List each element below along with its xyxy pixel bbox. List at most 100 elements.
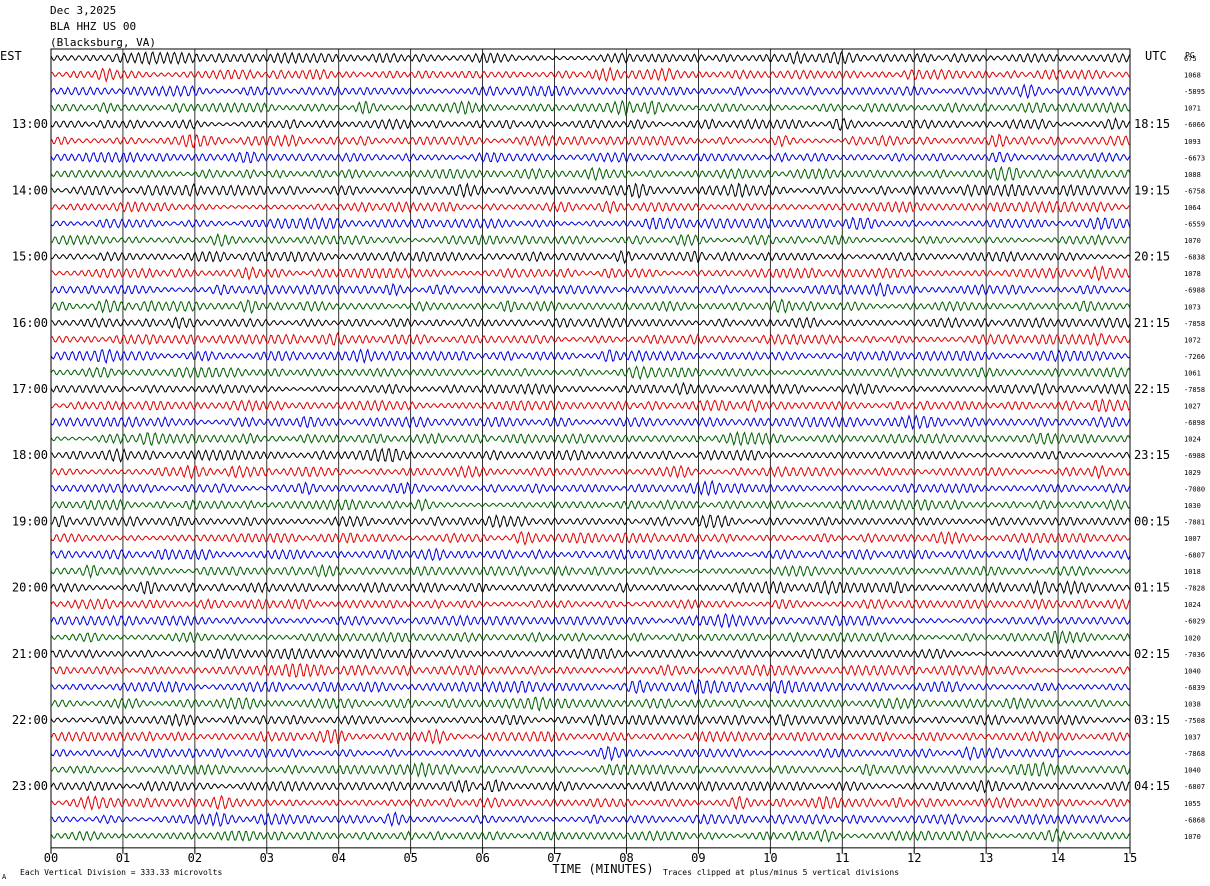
x-axis-title: TIME (MINUTES) xyxy=(552,862,653,876)
est-hour-label: 23:00 xyxy=(12,779,48,793)
trace-row xyxy=(50,745,1131,762)
row-value-label: 1072 xyxy=(1184,336,1201,344)
row-value-label: 1040 xyxy=(1184,767,1201,775)
trace-row xyxy=(50,365,1131,381)
x-tick-label: 13 xyxy=(979,851,993,865)
trace-row xyxy=(50,563,1131,580)
trace-row xyxy=(50,663,1131,678)
row-value-label: 1068 xyxy=(1184,72,1201,80)
trace-row xyxy=(50,630,1131,645)
utc-hour-label: 02:15 xyxy=(1134,647,1170,661)
est-label: EST xyxy=(0,49,22,63)
row-value-label: -6758 xyxy=(1184,187,1205,195)
est-hour-label: 21:00 xyxy=(12,647,48,661)
utc-hour-label: 00:15 xyxy=(1134,514,1170,528)
trace-row xyxy=(50,381,1131,396)
row-value-label: 1027 xyxy=(1184,403,1201,411)
seismic-traces xyxy=(50,50,1131,843)
plot-date: Dec 3,2025 xyxy=(50,4,117,17)
trace-row xyxy=(50,546,1131,562)
x-tick-label: 08 xyxy=(619,851,633,865)
trace-row xyxy=(50,316,1131,330)
footer-mark: A xyxy=(2,873,7,881)
est-hour-label: 19:00 xyxy=(12,514,48,528)
row-value-label: 1029 xyxy=(1184,469,1201,477)
trace-row xyxy=(50,117,1131,132)
trace-row xyxy=(50,498,1131,512)
utc-hour-label: 19:15 xyxy=(1134,183,1170,197)
row-value-label: -6029 xyxy=(1184,618,1205,626)
trace-row xyxy=(50,696,1131,712)
trace-row xyxy=(50,165,1131,182)
row-value-label: 1071 xyxy=(1184,105,1201,113)
utc-hour-label: 18:15 xyxy=(1134,117,1170,131)
row-value-label: 1078 xyxy=(1184,270,1201,278)
row-value-label: -7266 xyxy=(1184,353,1205,361)
trace-row xyxy=(50,579,1131,596)
trace-row xyxy=(50,728,1131,745)
station-location: (Blacksburg, VA) xyxy=(50,36,156,49)
row-value-label: 1020 xyxy=(1184,634,1201,642)
pg-label: PG xyxy=(1185,51,1195,60)
trace-row xyxy=(50,647,1131,660)
row-value-label: -7858 xyxy=(1184,386,1205,394)
station-code: BLA HHZ US 00 xyxy=(50,20,137,33)
row-value-label: -6988 xyxy=(1184,452,1205,460)
trace-row xyxy=(50,597,1131,611)
trace-row xyxy=(50,794,1131,811)
row-value-label: 1024 xyxy=(1184,436,1201,444)
utc-hour-label: 04:15 xyxy=(1134,779,1170,793)
x-tick-label: 02 xyxy=(188,851,202,865)
row-value-label: -7828 xyxy=(1184,585,1205,593)
trace-row xyxy=(50,447,1131,463)
trace-row xyxy=(50,397,1131,413)
x-tick-label: 15 xyxy=(1123,851,1137,865)
x-tick-label: 07 xyxy=(547,851,561,865)
trace-row xyxy=(50,779,1131,794)
row-value-label: 1040 xyxy=(1184,667,1201,675)
trace-row xyxy=(50,530,1131,546)
row-value-label: -7036 xyxy=(1184,651,1205,659)
utc-hour-label: 20:15 xyxy=(1134,250,1170,264)
row-value-label: 1007 xyxy=(1184,535,1201,543)
row-value-label: -6868 xyxy=(1184,816,1205,824)
row-value-label: 1038 xyxy=(1184,700,1201,708)
plot-frame xyxy=(50,48,1131,849)
x-tick-label: 03 xyxy=(260,851,274,865)
est-hour-label: 15:00 xyxy=(12,250,48,264)
row-value-label: 675 xyxy=(1184,55,1197,63)
row-value-label: 1070 xyxy=(1184,833,1201,841)
trace-row xyxy=(50,348,1131,365)
utc-hour-label: 01:15 xyxy=(1134,581,1170,595)
utc-hour-label: 22:15 xyxy=(1134,382,1170,396)
trace-row xyxy=(50,827,1131,843)
trace-row xyxy=(50,331,1131,347)
est-hour-label: 22:00 xyxy=(12,713,48,727)
row-value-label: -6807 xyxy=(1184,552,1205,560)
utc-hour-label: 21:15 xyxy=(1134,316,1170,330)
trace-row xyxy=(50,200,1131,215)
trace-row xyxy=(50,479,1131,497)
x-tick-label: 12 xyxy=(907,851,921,865)
row-value-label: -6559 xyxy=(1184,221,1205,229)
trace-row xyxy=(50,232,1131,247)
trace-row xyxy=(50,414,1131,431)
trace-row xyxy=(50,298,1131,315)
row-value-label: 1088 xyxy=(1184,171,1201,179)
trace-row xyxy=(50,151,1131,164)
est-hour-label: 17:00 xyxy=(12,382,48,396)
est-hour-label: 16:00 xyxy=(12,316,48,330)
axis-labels: 675 1068 -5895 1071 -6066 1093 -6673 1088 -6758 1… xyxy=(0,49,1205,881)
row-value-label: 1061 xyxy=(1184,369,1201,377)
row-value-label: -7881 xyxy=(1184,518,1205,526)
row-value-label: -7508 xyxy=(1184,717,1205,725)
est-hour-label: 18:00 xyxy=(12,448,48,462)
row-value-label: -6807 xyxy=(1184,783,1205,791)
x-tick-label: 00 xyxy=(44,851,58,865)
trace-row xyxy=(50,249,1131,265)
x-tick-label: 10 xyxy=(763,851,777,865)
trace-row xyxy=(50,182,1130,199)
trace-row xyxy=(50,514,1131,529)
utc-hour-label: 23:15 xyxy=(1134,448,1170,462)
row-value-label: 1030 xyxy=(1184,502,1201,510)
